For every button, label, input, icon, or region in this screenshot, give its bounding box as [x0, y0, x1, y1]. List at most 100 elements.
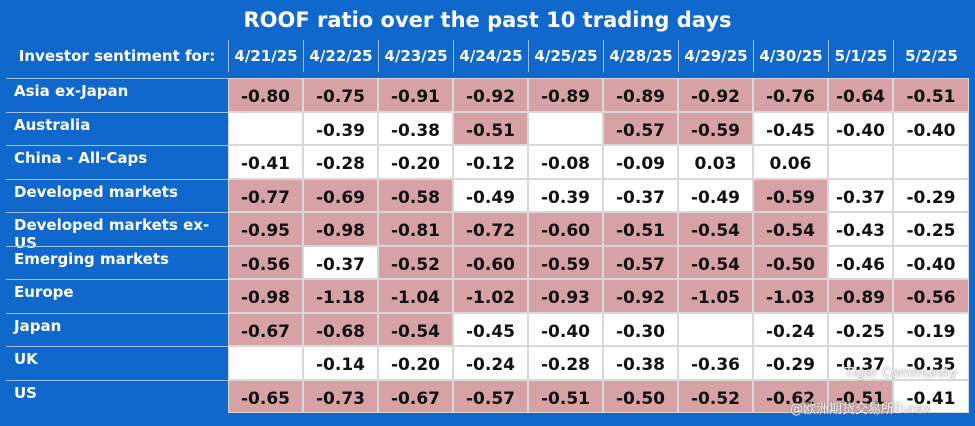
table-cell: -0.51 [528, 379, 603, 413]
table-cell: -0.37 [828, 178, 893, 212]
table-cell: -0.51 [893, 78, 969, 112]
table-cell: -0.59 [528, 245, 603, 279]
table-cell: -0.40 [893, 245, 969, 279]
table-cell: -0.51 [453, 111, 528, 145]
table-cell: -0.98 [303, 212, 378, 246]
table-cell: -0.28 [528, 346, 603, 380]
table-cell: -0.58 [378, 178, 453, 212]
table-cell: -0.50 [603, 379, 678, 413]
table-cell: -0.89 [528, 78, 603, 112]
row-label: Japan [6, 312, 228, 347]
table-cell: -0.68 [303, 312, 378, 346]
table-cell: -0.57 [603, 111, 678, 145]
row-label: Developed markets [6, 178, 228, 213]
table-title: ROOF ratio over the past 10 trading days [243, 8, 732, 32]
table-cell: -0.91 [378, 78, 453, 112]
column-header: 5/1/25 [828, 40, 893, 72]
table-cell: -0.98 [228, 279, 303, 313]
row-label: China - All-Caps [6, 145, 228, 179]
table-cell: -0.19 [893, 312, 969, 346]
table-cell [228, 111, 303, 145]
column-header: 4/24/25 [453, 40, 528, 72]
table-cell: -0.37 [828, 346, 893, 380]
table-cell [228, 346, 303, 380]
table-cell: -0.54 [378, 312, 453, 346]
table-cell: -0.89 [828, 279, 893, 313]
table-cell: -0.45 [453, 312, 528, 346]
table-cell: -0.41 [893, 379, 969, 413]
table-cell: -0.20 [378, 145, 453, 179]
table-cell: -1.02 [453, 279, 528, 313]
table-cell: -0.08 [528, 145, 603, 179]
table-cell: -0.64 [828, 78, 893, 112]
watermark: Tiger Community [845, 366, 958, 381]
table-cell: -0.24 [753, 312, 828, 346]
table-cell: -0.51 [828, 379, 893, 413]
table-cell: -0.45 [753, 111, 828, 145]
table-cell: -0.35 [893, 346, 969, 380]
table-cell: -0.40 [893, 111, 969, 145]
table-cell: -0.57 [453, 379, 528, 413]
table-cell: -0.57 [603, 245, 678, 279]
table-cell: -0.59 [678, 111, 753, 145]
table-cell: -0.38 [378, 111, 453, 145]
table-cell: -0.76 [753, 78, 828, 112]
table-cell: -0.38 [603, 346, 678, 380]
table-cell: -0.28 [303, 145, 378, 179]
table-cell: 0.03 [678, 145, 753, 179]
table-cell: -0.92 [453, 78, 528, 112]
column-header: 4/29/25 [678, 40, 753, 72]
table-cell: -0.39 [303, 111, 378, 145]
table-cell: -0.52 [378, 245, 453, 279]
watermark: @欧洲期货交易所Eurex [790, 402, 931, 417]
row-label: Developed markets ex-US [6, 212, 228, 252]
table-cell: -0.89 [603, 78, 678, 112]
table-cell: -0.73 [303, 379, 378, 413]
table-cell: -0.75 [303, 78, 378, 112]
column-header: 4/21/25 [228, 40, 303, 72]
row-label: US [6, 379, 228, 414]
row-label: Europe [6, 279, 228, 313]
table-cell: -0.40 [528, 312, 603, 346]
table-cell: -0.49 [678, 178, 753, 212]
table-cell: -0.67 [378, 379, 453, 413]
table-cell: -0.69 [303, 178, 378, 212]
column-header: 4/23/25 [378, 40, 453, 72]
row-label: Emerging markets [6, 245, 228, 280]
column-header: 4/28/25 [603, 40, 678, 72]
table-cell: -0.12 [453, 145, 528, 179]
table-cell: -1.05 [678, 279, 753, 313]
table-cell [893, 145, 969, 179]
table-cell: -1.04 [378, 279, 453, 313]
table-cell: -0.30 [603, 312, 678, 346]
table-cell: -0.49 [453, 178, 528, 212]
table-cell: -0.46 [828, 245, 893, 279]
table-cell [828, 145, 893, 179]
table-cell: -0.36 [678, 346, 753, 380]
table-cell: -0.80 [228, 78, 303, 112]
table-cell: -0.24 [453, 346, 528, 380]
row-label: Australia [6, 111, 228, 146]
table-cell: -0.41 [228, 145, 303, 179]
table-cell: -0.54 [678, 212, 753, 246]
table-cell: -0.52 [678, 379, 753, 413]
column-header: 4/25/25 [528, 40, 603, 72]
table-cell: 0.06 [753, 145, 828, 179]
table-cell: -0.40 [828, 111, 893, 145]
column-header: 5/2/25 [893, 40, 969, 72]
row-label: UK [6, 346, 228, 380]
table-cell: -0.56 [893, 279, 969, 313]
table-cell: -0.81 [378, 212, 453, 246]
table-cell: -0.93 [528, 279, 603, 313]
table-cell: -0.72 [453, 212, 528, 246]
table-cell: -0.09 [603, 145, 678, 179]
table-cell: -0.67 [228, 312, 303, 346]
table-cell: -1.18 [303, 279, 378, 313]
table-cell: -0.54 [678, 245, 753, 279]
table-cell: -0.43 [828, 212, 893, 246]
table-cell: -0.65 [228, 379, 303, 413]
table-cell: -1.03 [753, 279, 828, 313]
table-cell: -0.50 [753, 245, 828, 279]
table-cell: -0.29 [893, 178, 969, 212]
table-cell: -0.14 [303, 346, 378, 380]
